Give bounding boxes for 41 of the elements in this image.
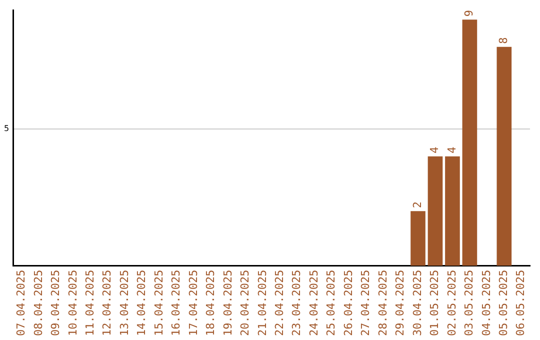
data-label: 4 (445, 146, 458, 154)
x-tick-label: 14.04.2025 (135, 270, 148, 336)
x-tick-label: 11.04.2025 (83, 270, 96, 336)
x-tick-label: 30.04.2025 (410, 270, 424, 336)
data-label: 2 (410, 201, 424, 208)
x-tick-label: 24.04.2025 (307, 270, 320, 336)
x-tick-label: 02.05.2025 (445, 270, 458, 336)
x-tick-label: 16.04.2025 (170, 270, 183, 336)
x-tick-label: 21.04.2025 (256, 270, 269, 336)
bar (428, 156, 443, 266)
x-tick-label: 27.04.2025 (359, 270, 372, 336)
y-tick-label: 5 (4, 124, 10, 134)
data-label: 4 (428, 146, 442, 154)
data-label: 9 (462, 10, 476, 17)
data-label: 8 (497, 37, 510, 44)
bar (410, 211, 426, 266)
x-tick-label: 26.04.2025 (342, 270, 355, 336)
x-tick-label: 09.04.2025 (49, 270, 62, 336)
x-tick-label: 03.05.2025 (462, 270, 476, 336)
x-tick-label: 10.04.2025 (66, 270, 80, 336)
bar (462, 20, 478, 266)
x-tick-label: 08.04.2025 (32, 270, 45, 336)
x-tick-label: 29.04.2025 (394, 270, 407, 336)
x-tick-label: 07.04.2025 (14, 270, 28, 336)
x-tick-label: 13.04.2025 (118, 270, 131, 336)
x-tick-label: 25.04.2025 (324, 270, 338, 336)
x-tick-label: 20.04.2025 (238, 270, 252, 336)
x-tick-label: 05.05.2025 (497, 270, 510, 336)
x-tick-label: 15.04.2025 (152, 270, 166, 336)
x-tick-label: 28.04.2025 (376, 270, 390, 336)
x-tick-label: 12.04.2025 (100, 270, 114, 336)
x-tick-label: 04.05.2025 (480, 270, 493, 336)
x-tick-label: 01.05.2025 (428, 270, 442, 336)
x-tick-label: 18.04.2025 (204, 270, 218, 336)
x-tick-label: 06.05.2025 (514, 270, 528, 336)
x-tick-label: 17.04.2025 (186, 270, 200, 336)
x-tick-label: 22.04.2025 (273, 270, 286, 336)
bar (445, 156, 460, 266)
x-tick-label: 23.04.2025 (290, 270, 304, 336)
x-tick-label: 19.04.2025 (221, 270, 234, 336)
bar (496, 46, 512, 266)
